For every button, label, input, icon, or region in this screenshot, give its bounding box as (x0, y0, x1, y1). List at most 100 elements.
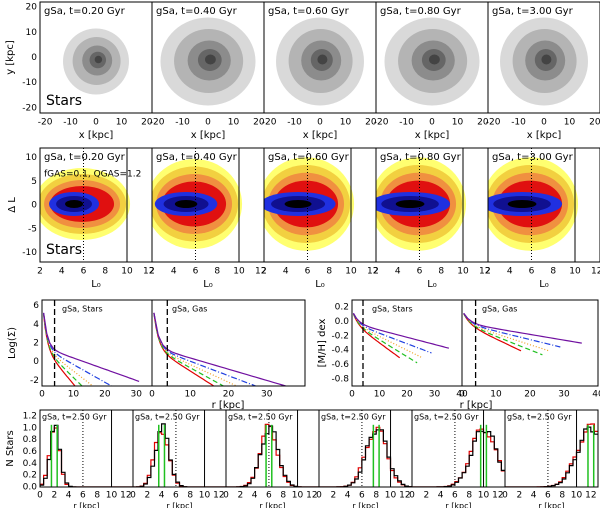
panel-title: gSa, t=0.40 Gyr (156, 6, 238, 17)
x-axis-label: x [kpc] (303, 130, 338, 141)
x-tick-label: 12 (492, 491, 503, 501)
x-tick-label: 0 (409, 491, 415, 501)
panel-title: gSa, t=2.50 Gyr (228, 413, 293, 422)
y-tick-label: -20 (22, 103, 37, 113)
x-tick-label: 10 (490, 390, 502, 400)
x-tick-label: 4 (171, 267, 177, 277)
x-tick-label: 4 (59, 267, 65, 277)
panel-content (152, 159, 243, 249)
y-tick-label: 0.2 (335, 303, 349, 313)
x-tick-label: 10 (374, 390, 386, 400)
x-axis-label: r [kpc] (445, 502, 471, 508)
x-tick-label: 20 (99, 390, 111, 400)
profile-line (153, 313, 215, 386)
y-tick-label: 0 (31, 201, 37, 211)
contour (395, 200, 425, 208)
histogram (319, 429, 412, 487)
x-tick-label: 10 (233, 267, 245, 277)
x-tick-label: 8 (214, 267, 220, 277)
contour (507, 200, 537, 208)
x-axis-label: L₀ (315, 279, 325, 290)
x-tick-label: 0 (541, 118, 547, 128)
x-tick-label: -20 (38, 118, 53, 128)
x-axis-label: r [kpc] (259, 502, 285, 508)
contour (174, 200, 198, 208)
x-tick-label: 2 (144, 491, 150, 501)
panel-content (226, 410, 319, 487)
stars-label: Stars (46, 242, 82, 258)
x-tick-label: 30 (558, 390, 570, 400)
x-tick-label: 6 (545, 491, 551, 501)
x-axis-label: L₀ (539, 279, 549, 290)
panel-title: gSa, t=2.50 Gyr (135, 413, 200, 422)
panel-content (160, 17, 256, 106)
panel-frame (39, 409, 134, 488)
panel-content (352, 312, 450, 364)
panel-content (488, 157, 579, 251)
x-tick-label: 20 (524, 390, 536, 400)
x-tick-label: 20 (477, 118, 489, 128)
x-tick-label: 4 (66, 491, 72, 501)
y-axis-label: N Stars (5, 430, 16, 466)
panel-frame (487, 1, 600, 114)
x-tick-label: 8 (559, 491, 565, 501)
x-tick-label: 20 (141, 118, 153, 128)
x-tick-label: 12 (479, 267, 490, 277)
panel-title: gSa, t=2.50 Gyr (42, 413, 107, 422)
x-tick-label: 8 (280, 491, 286, 501)
panel-content (463, 312, 582, 356)
y-tick-label: 0 (33, 357, 39, 367)
x-tick-label: 4 (507, 267, 513, 277)
x-tick-label: 10 (116, 118, 128, 128)
y-tick-label: 10 (26, 153, 38, 163)
x-tick-label: 0 (349, 390, 355, 400)
x-tick-label: 0 (459, 390, 465, 400)
panel-content (412, 410, 505, 487)
x-tick-label: 0 (130, 491, 136, 501)
y-tick-label: 5 (31, 177, 37, 187)
x-tick-label: 4 (345, 491, 351, 501)
x-tick-label: 12 (367, 267, 378, 277)
x-tick-label: 10 (569, 267, 581, 277)
profile-line (463, 313, 522, 352)
x-axis-label: x [kpc] (79, 130, 114, 141)
profile-line (352, 313, 432, 354)
panel-content (153, 312, 287, 386)
y-tick-label: -10 (22, 248, 37, 258)
y-tick-label: 20 (26, 3, 38, 13)
profile-line (352, 312, 450, 349)
x-tick-label: 0 (93, 118, 99, 128)
x-tick-label: 2 (261, 267, 267, 277)
panel-title: gSa, t=2.50 Gyr (321, 413, 386, 422)
panel-content (500, 17, 588, 106)
x-tick-label: 6 (81, 267, 87, 277)
x-tick-label: 8 (102, 267, 108, 277)
panel-frame (461, 299, 599, 387)
contour (541, 54, 552, 65)
panel-title: gSa, t=0.60 Gyr (268, 152, 350, 163)
profile-line (153, 312, 258, 386)
stars-label: Stars (46, 93, 82, 109)
x-tick-label: 10 (228, 118, 240, 128)
panel-content (276, 17, 364, 106)
x-tick-label: 0 (502, 491, 508, 501)
x-tick-label: 2 (330, 491, 336, 501)
y-axis-label: y [kpc] (5, 40, 16, 75)
profile-line (153, 312, 239, 386)
y-axis-label: Log(Σ) (7, 327, 18, 359)
x-tick-label: 4 (252, 491, 258, 501)
x-tick-label: 10 (478, 491, 490, 501)
x-tick-label: 2 (516, 491, 522, 501)
x-tick-label: 6 (359, 491, 365, 501)
x-tick-label: 8 (187, 491, 193, 501)
x-tick-label: 12 (306, 491, 317, 501)
x-tick-label: 20 (589, 118, 600, 128)
x-tick-label: 40 (456, 390, 468, 400)
panel-title: gSa, t=2.50 Gyr (507, 413, 572, 422)
x-tick-label: 6 (529, 267, 535, 277)
panel-content (63, 28, 129, 95)
panel-title: gSa, Stars (62, 305, 103, 314)
panel-content (133, 410, 226, 487)
x-tick-label: 30 (131, 390, 143, 400)
x-tick-label: 6 (266, 491, 272, 501)
